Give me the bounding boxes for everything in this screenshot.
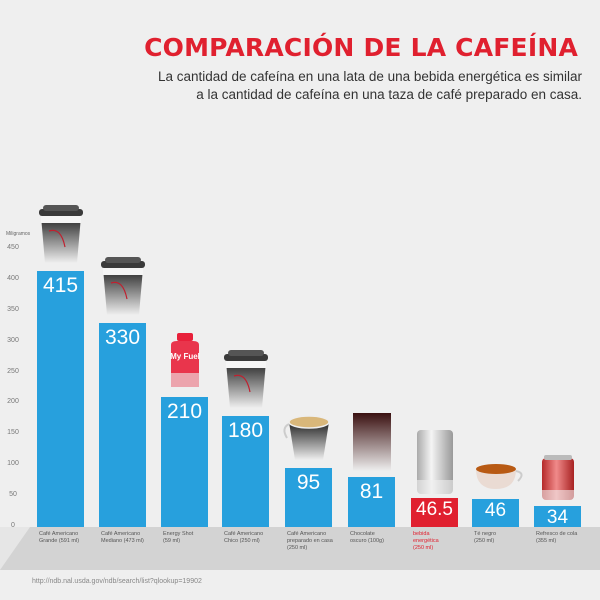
bar-dark-chocolate-bar bbox=[348, 476, 395, 527]
y-tick-label: 250 bbox=[7, 367, 19, 375]
category-label-line: (355 ml) bbox=[536, 538, 557, 544]
bar-value-label: 330 bbox=[104, 326, 141, 350]
bar-value-label: 180 bbox=[227, 418, 264, 442]
bar-coffee-cup-large bbox=[37, 270, 84, 527]
category-label-line: Chocolate bbox=[350, 531, 375, 537]
y-tick-label: 200 bbox=[7, 398, 19, 406]
category-label: Café Americano preparado en casa (250 ml) bbox=[287, 531, 347, 552]
y-tick-label: 450 bbox=[7, 244, 19, 251]
bar-coffee-cup-small bbox=[222, 415, 269, 527]
bar-value-label: 46 bbox=[484, 499, 507, 521]
cola-can-icon bbox=[542, 454, 574, 500]
category-label-line: Café Americano bbox=[224, 531, 264, 537]
y-tick-label: 50 bbox=[9, 491, 17, 499]
energy-shot-bottle-icon: My Fuel bbox=[170, 333, 200, 388]
category-label: bebida energética (250 ml) bbox=[413, 531, 473, 552]
bar-tea-cup bbox=[472, 498, 519, 527]
bar-energy-drink-can bbox=[411, 498, 458, 527]
category-label-line: preparado en casa bbox=[287, 538, 333, 544]
y-tick-label: 350 bbox=[7, 305, 19, 313]
category-label-line: (250 ml) bbox=[287, 545, 308, 551]
category-label-line: Café Americano bbox=[39, 531, 79, 537]
svg-text:My Fuel: My Fuel bbox=[170, 352, 200, 361]
category-label: Café Americano Grande (591 ml) bbox=[39, 531, 99, 545]
subtitle-line-1: La cantidad de cafeína en una lata de un… bbox=[157, 69, 582, 84]
category-label: Té negro (250 ml) bbox=[474, 531, 534, 545]
category-label-line: (250 ml) bbox=[413, 545, 434, 551]
category-label-line: (250 ml) bbox=[474, 538, 495, 544]
y-axis-label: Miligramos bbox=[6, 231, 31, 237]
category-label: Chocolate oscuro (100g) bbox=[350, 531, 410, 545]
bar-value-label: 210 bbox=[166, 400, 203, 424]
y-tick-label: 0 bbox=[11, 522, 15, 529]
category-label-line: bebida bbox=[413, 531, 430, 537]
coffee-cup-large-icon bbox=[39, 204, 83, 263]
bar-value-label: 34 bbox=[546, 506, 569, 528]
y-tick-label: 400 bbox=[7, 274, 19, 282]
chart-base-corner bbox=[0, 527, 30, 570]
category-label: Café Americano Mediano (473 ml) bbox=[101, 531, 161, 545]
bar-cola-can bbox=[534, 505, 581, 527]
bar-espresso-mug bbox=[285, 468, 332, 527]
category-label-line: Té negro bbox=[474, 531, 497, 537]
category-label-line: (59 ml) bbox=[163, 538, 181, 544]
subtitle-line-2: a la cantidad de cafeína en una taza de … bbox=[196, 87, 582, 102]
chart-subtitle: La cantidad de cafeína en una lata de un… bbox=[158, 68, 582, 104]
energy-drink-can-icon bbox=[417, 430, 453, 495]
category-label-line: Refresco de cola bbox=[536, 531, 578, 537]
espresso-mug-icon bbox=[283, 415, 330, 461]
y-tick-label: 100 bbox=[7, 460, 19, 468]
category-label-line: Café Americano bbox=[287, 531, 327, 537]
bar-value-label: 95 bbox=[296, 471, 321, 495]
source-link[interactable]: http://ndb.nal.usda.gov/ndb/search/list?… bbox=[32, 578, 202, 585]
coffee-cup-medium-icon bbox=[101, 257, 145, 316]
category-label-line: Mediano (473 ml) bbox=[101, 538, 144, 544]
category-label: Energy Shot (59 ml) bbox=[163, 531, 223, 545]
category-label-line: energética bbox=[413, 538, 439, 544]
category-label-line: Café Americano bbox=[101, 531, 141, 537]
category-label-line: Chico (250 ml) bbox=[224, 538, 260, 544]
y-tick-label: 300 bbox=[7, 336, 19, 344]
bar-value-label: 415 bbox=[42, 273, 79, 297]
coffee-cup-small-icon bbox=[224, 349, 268, 408]
tea-cup-icon bbox=[476, 463, 523, 489]
chart-base bbox=[0, 527, 600, 570]
category-label-line: Grande (591 ml) bbox=[39, 538, 80, 544]
y-tick-label: 150 bbox=[7, 429, 19, 437]
chart-title: COMPARACIÓN DE LA CAFEÍNA bbox=[144, 33, 578, 62]
bar-value-label: 81 bbox=[359, 479, 384, 503]
dark-chocolate-bar-icon bbox=[353, 412, 391, 471]
category-label: Refresco de cola (355 ml) bbox=[536, 531, 596, 545]
bar-value-label: 46.5 bbox=[416, 499, 453, 521]
category-label: Café Americano Chico (250 ml) bbox=[224, 531, 284, 545]
bar-energy-shot-bottle bbox=[161, 397, 208, 527]
category-label-line: oscuro (100g) bbox=[350, 538, 384, 544]
bar-coffee-cup-medium bbox=[99, 323, 146, 527]
category-label-line: Energy Shot bbox=[163, 531, 194, 537]
